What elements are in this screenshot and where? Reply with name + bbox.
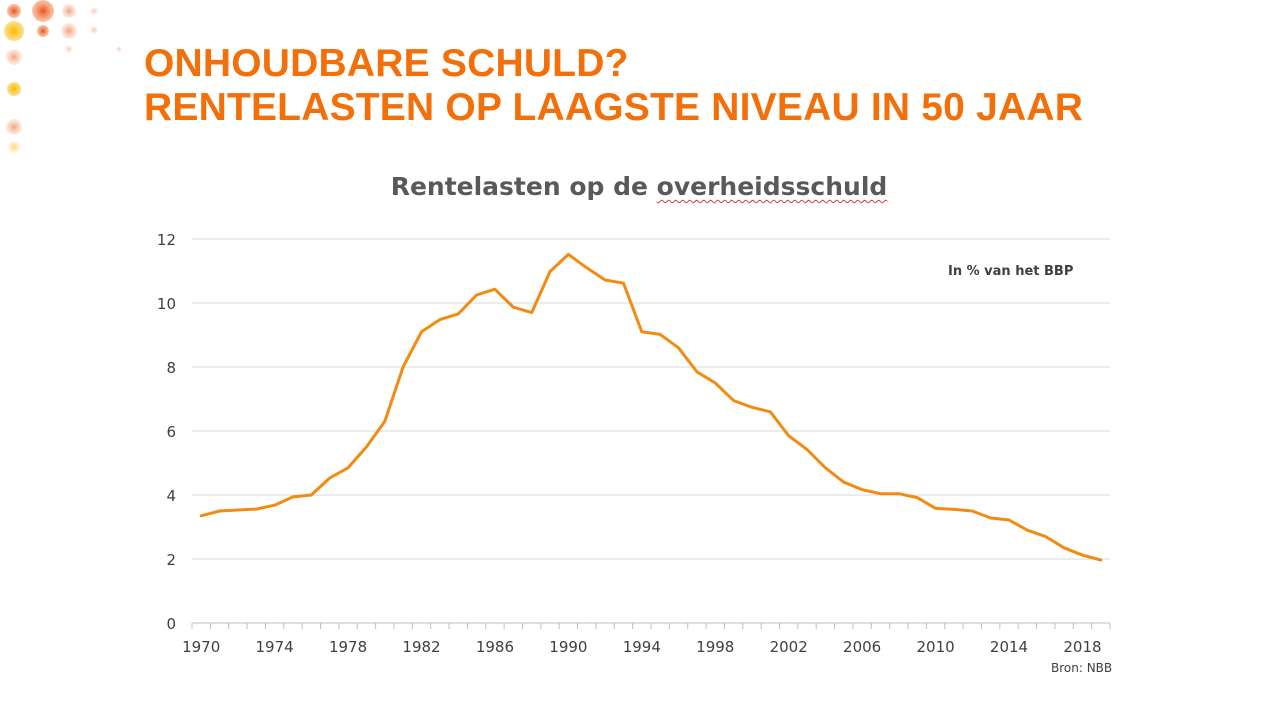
data-point — [1045, 535, 1047, 537]
data-point — [788, 435, 790, 437]
data-point — [310, 494, 312, 496]
data-point — [714, 382, 716, 384]
data-point — [586, 267, 588, 269]
data-point — [567, 253, 569, 255]
data-point — [1026, 529, 1028, 531]
data-point — [1008, 519, 1010, 521]
x-tick-label: 1990 — [549, 638, 587, 656]
x-tick-label: 1994 — [623, 638, 661, 656]
data-point — [861, 488, 863, 490]
y-tick-label: 6 — [166, 423, 176, 441]
y-tick-label: 12 — [157, 231, 176, 249]
data-point — [530, 311, 532, 313]
x-tick-label: 2018 — [1063, 638, 1101, 656]
y-tick-label: 2 — [166, 551, 176, 569]
x-tick-label: 2010 — [916, 638, 954, 656]
data-point — [604, 279, 606, 281]
data-point — [934, 507, 936, 509]
data-point — [898, 493, 900, 495]
data-point — [255, 508, 257, 510]
data-point — [641, 331, 643, 333]
x-tick-label: 1978 — [329, 638, 367, 656]
data-point — [457, 313, 459, 315]
data-point — [1063, 547, 1065, 549]
data-point — [806, 448, 808, 450]
data-point — [439, 318, 441, 320]
x-tick-label: 2002 — [770, 638, 808, 656]
data-point — [384, 420, 386, 422]
data-point — [549, 270, 551, 272]
data-point — [879, 493, 881, 495]
data-point — [512, 306, 514, 308]
y-tick-label: 0 — [166, 615, 176, 633]
data-point — [989, 517, 991, 519]
data-point — [347, 467, 349, 469]
data-point — [769, 411, 771, 413]
data-point — [824, 467, 826, 469]
data-point — [273, 504, 275, 506]
y-tick-label: 10 — [157, 295, 176, 313]
data-point — [659, 333, 661, 335]
data-point — [1100, 559, 1102, 561]
slide-title-line-2: RENTELASTEN OP LAAGSTE NIVEAU IN 50 JAAR — [144, 86, 1084, 129]
data-point — [494, 288, 496, 290]
slide-title-line-1: ONHOUDBARE SCHULD? — [144, 42, 629, 85]
y-tick-label: 8 — [166, 359, 176, 377]
data-point — [843, 481, 845, 483]
data-point — [971, 510, 973, 512]
data-point — [365, 446, 367, 448]
data-point — [953, 508, 955, 510]
data-point — [420, 331, 422, 333]
data-point — [402, 366, 404, 368]
data-point — [732, 399, 734, 401]
x-tick-label: 1986 — [476, 638, 514, 656]
y-tick-label: 4 — [166, 487, 176, 505]
x-tick-label: 2006 — [843, 638, 881, 656]
data-point — [218, 510, 220, 512]
data-point — [1081, 554, 1083, 556]
series-line — [199, 252, 1103, 562]
chart-title-prefix: Rentelasten op de — [390, 172, 657, 201]
x-tick-label: 2014 — [990, 638, 1028, 656]
data-point — [329, 477, 331, 479]
data-point — [292, 496, 294, 498]
slide-title: ONHOUDBARE SCHULD? RENTELASTEN OP LAAGST… — [144, 42, 1083, 130]
x-tick-label: 1998 — [696, 638, 734, 656]
data-point — [200, 515, 202, 517]
chart-title-word: overheidsschuld — [656, 172, 888, 201]
source-note: Bron: NBB — [1051, 661, 1113, 675]
data-point — [622, 282, 624, 284]
x-tick-label: 1970 — [182, 638, 220, 656]
data-point — [916, 496, 918, 498]
chart-title: Rentelasten op de overheidsschuld — [0, 172, 1278, 201]
data-point — [696, 371, 698, 373]
unit-annotation: In % van het BBP — [948, 264, 1074, 279]
data-point — [751, 406, 753, 408]
x-tick-label: 1982 — [402, 638, 440, 656]
data-point — [677, 347, 679, 349]
data-point — [237, 509, 239, 511]
decorative-dots-logo — [4, 0, 122, 153]
x-tick-label: 1974 — [256, 638, 294, 656]
data-point — [475, 294, 477, 296]
